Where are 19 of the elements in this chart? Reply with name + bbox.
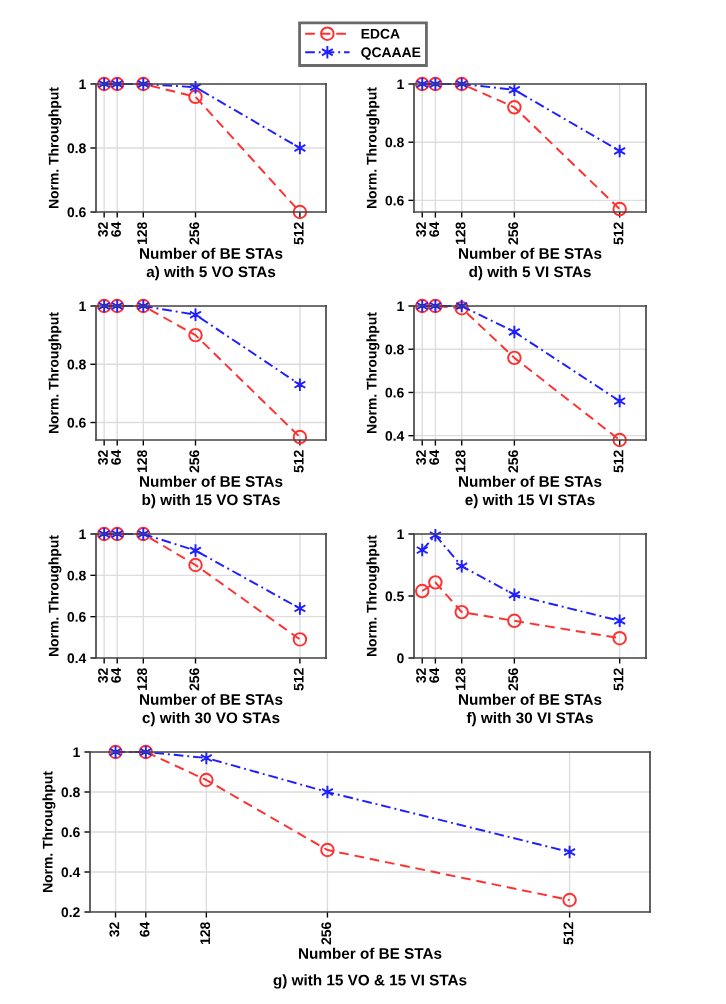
point bbox=[320, 842, 335, 858]
point bbox=[562, 892, 577, 908]
point bbox=[428, 575, 443, 590]
point bbox=[454, 604, 469, 620]
point bbox=[292, 632, 308, 647]
point bbox=[292, 204, 308, 220]
point bbox=[415, 583, 430, 599]
point bbox=[507, 100, 522, 115]
point bbox=[188, 327, 203, 343]
point bbox=[612, 630, 627, 646]
point bbox=[612, 432, 627, 448]
point bbox=[188, 557, 203, 573]
point bbox=[188, 89, 203, 105]
point bbox=[199, 772, 214, 788]
point bbox=[292, 429, 308, 445]
point bbox=[613, 613, 627, 629]
point bbox=[507, 613, 522, 629]
point bbox=[507, 350, 522, 366]
point bbox=[612, 201, 627, 217]
